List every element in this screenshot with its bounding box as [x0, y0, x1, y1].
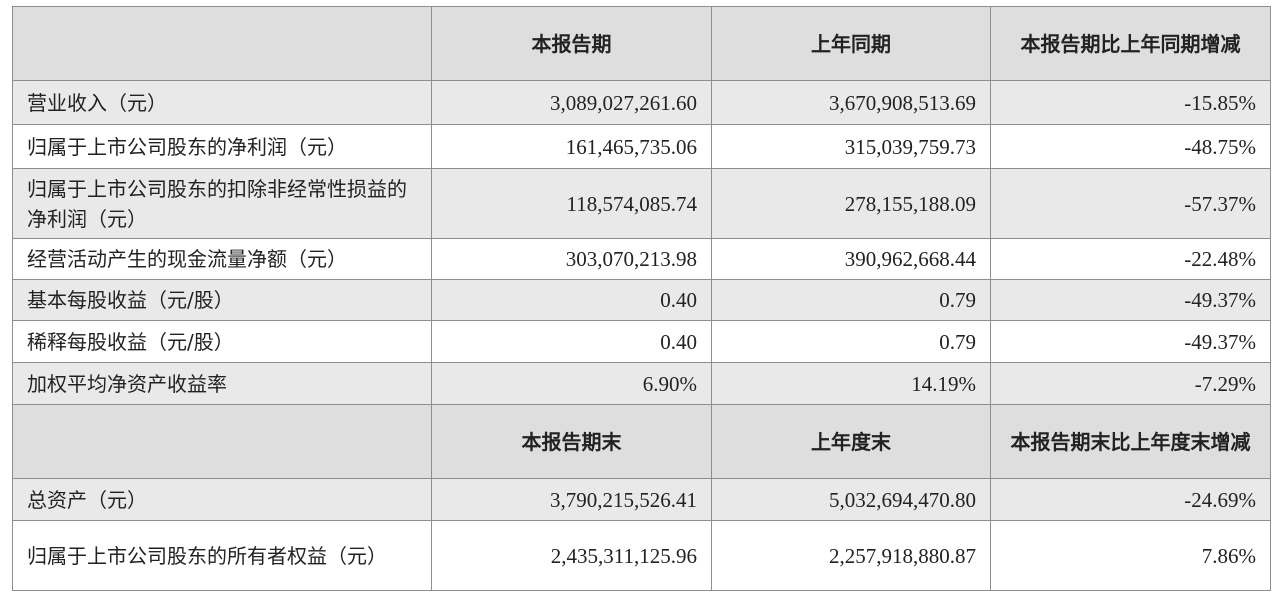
row-label: 营业收入（元） — [12, 80, 432, 125]
current-value: 2,435,311,125.96 — [431, 520, 712, 591]
table-row: 加权平均净资产收益率 6.90% 14.19% -7.29% — [12, 362, 1271, 405]
row-label: 经营活动产生的现金流量净额（元） — [12, 238, 432, 280]
prior-value: 0.79 — [711, 320, 991, 363]
current-value: 161,465,735.06 — [431, 124, 712, 169]
change-value: -48.75% — [990, 124, 1271, 169]
current-value: 0.40 — [431, 279, 712, 321]
row-label: 总资产（元） — [12, 478, 432, 521]
current-value: 3,089,027,261.60 — [431, 80, 712, 125]
row-label: 归属于上市公司股东的所有者权益（元） — [12, 520, 432, 591]
change-value: -57.37% — [990, 168, 1271, 239]
prior-value: 14.19% — [711, 362, 991, 405]
table-row: 归属于上市公司股东的净利润（元） 161,465,735.06 315,039,… — [12, 124, 1271, 169]
header-cell-prior-year-end: 上年度末 — [711, 404, 991, 479]
header-cell-prior-year-period: 上年同期 — [711, 6, 991, 81]
table-row: 总资产（元） 3,790,215,526.41 5,032,694,470.80… — [12, 478, 1271, 521]
prior-value: 5,032,694,470.80 — [711, 478, 991, 521]
current-value: 0.40 — [431, 320, 712, 363]
financial-summary-table: 本报告期 上年同期 本报告期比上年同期增减 营业收入（元） 3,089,027,… — [12, 6, 1271, 591]
change-value: -22.48% — [990, 238, 1271, 280]
table-row: 归属于上市公司股东的所有者权益（元） 2,435,311,125.96 2,25… — [12, 520, 1271, 591]
change-value: -49.37% — [990, 320, 1271, 363]
change-value: -15.85% — [990, 80, 1271, 125]
prior-value: 315,039,759.73 — [711, 124, 991, 169]
row-label: 加权平均净资产收益率 — [12, 362, 432, 405]
row-label: 稀释每股收益（元/股） — [12, 320, 432, 363]
prior-value: 2,257,918,880.87 — [711, 520, 991, 591]
header-cell-period-end-change: 本报告期末比上年度末增减 — [990, 404, 1271, 479]
change-value: -7.29% — [990, 362, 1271, 405]
table-row: 基本每股收益（元/股） 0.40 0.79 -49.37% — [12, 279, 1271, 321]
row-label: 基本每股收益（元/股） — [12, 279, 432, 321]
header-row-period: 本报告期 上年同期 本报告期比上年同期增减 — [12, 6, 1271, 81]
change-value: 7.86% — [990, 520, 1271, 591]
header-cell-blank — [12, 404, 432, 479]
prior-value: 278,155,188.09 — [711, 168, 991, 239]
header-cell-current-period-end: 本报告期末 — [431, 404, 712, 479]
table-row: 归属于上市公司股东的扣除非经常性损益的净利润（元） 118,574,085.74… — [12, 168, 1271, 239]
table-row: 经营活动产生的现金流量净额（元） 303,070,213.98 390,962,… — [12, 238, 1271, 280]
table-row: 营业收入（元） 3,089,027,261.60 3,670,908,513.6… — [12, 80, 1271, 125]
header-cell-blank — [12, 6, 432, 81]
table-row: 稀释每股收益（元/股） 0.40 0.79 -49.37% — [12, 320, 1271, 363]
current-value: 6.90% — [431, 362, 712, 405]
prior-value: 390,962,668.44 — [711, 238, 991, 280]
header-cell-current-period: 本报告期 — [431, 6, 712, 81]
row-label: 归属于上市公司股东的净利润（元） — [12, 124, 432, 169]
current-value: 3,790,215,526.41 — [431, 478, 712, 521]
change-value: -24.69% — [990, 478, 1271, 521]
prior-value: 0.79 — [711, 279, 991, 321]
current-value: 303,070,213.98 — [431, 238, 712, 280]
change-value: -49.37% — [990, 279, 1271, 321]
current-value: 118,574,085.74 — [431, 168, 712, 239]
row-label: 归属于上市公司股东的扣除非经常性损益的净利润（元） — [12, 168, 432, 239]
prior-value: 3,670,908,513.69 — [711, 80, 991, 125]
header-cell-period-change: 本报告期比上年同期增减 — [990, 6, 1271, 81]
header-row-period-end: 本报告期末 上年度末 本报告期末比上年度末增减 — [12, 404, 1271, 479]
